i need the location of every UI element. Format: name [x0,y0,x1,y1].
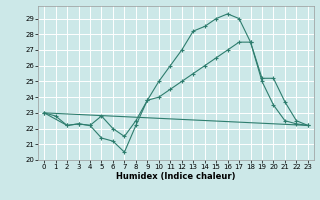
X-axis label: Humidex (Indice chaleur): Humidex (Indice chaleur) [116,172,236,181]
